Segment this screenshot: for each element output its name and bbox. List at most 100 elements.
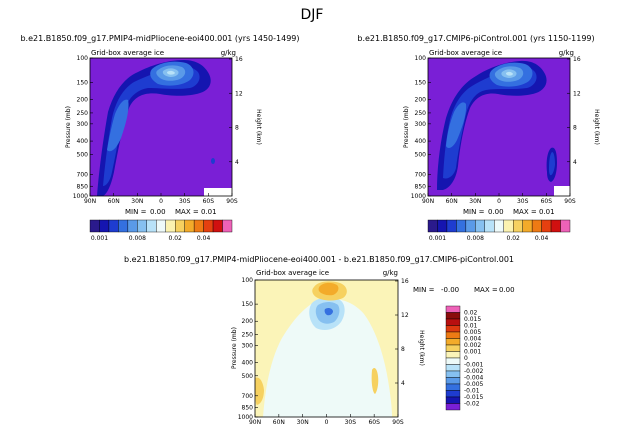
colorbar-swatch	[165, 219, 176, 233]
colorbar-swatch	[203, 219, 214, 233]
panel-1-title: b.e21.B1850.f09_g17.PMIP4-midPliocene-eo…	[20, 34, 299, 43]
height-tick-label: 4	[401, 380, 405, 387]
pressure-tick-label: 500	[242, 373, 254, 380]
colorbar-swatch	[445, 357, 461, 365]
pressure-tick-label: 150	[242, 301, 254, 308]
latitude-tick-label: 90N	[249, 419, 261, 426]
colorbar-swatch	[174, 219, 185, 233]
latitude-tick-label: 60N	[446, 198, 458, 205]
pressure-tick-label: 400	[242, 359, 254, 366]
colorbar-swatch	[445, 377, 461, 385]
panel-1-contour-level-3	[107, 99, 129, 152]
colorbar-swatch	[445, 338, 461, 346]
panel-2-max-label: MAX =	[513, 208, 537, 216]
pressure-tick-label: 1000	[411, 193, 426, 200]
pressure-tick-label: 250	[77, 110, 89, 117]
colorbar-swatch	[137, 219, 147, 233]
colorbar-swatch	[193, 219, 204, 233]
colorbar-swatch	[108, 219, 119, 233]
colorbar-label: 0.02	[464, 310, 478, 317]
latitude-tick-label: 30N	[297, 419, 309, 426]
pressure-tick-label: 200	[242, 318, 254, 325]
panel-3: b.e21.B1850.f09_g17.PMIP4-midPliocene-eo…	[124, 255, 515, 426]
height-tick-label: 8	[401, 346, 405, 353]
panel-2-contour-level-7	[506, 71, 513, 76]
pressure-tick-label: 100	[415, 55, 427, 62]
colorbar-swatch	[531, 219, 542, 233]
panel-1-min-value: 0.00	[150, 208, 166, 216]
height-tick-label: 16	[235, 56, 243, 63]
colorbar-swatch	[445, 390, 461, 398]
colorbar-swatch	[445, 312, 461, 320]
colorbar-swatch	[522, 219, 533, 233]
colorbar-swatch	[445, 344, 461, 352]
colorbar-swatch	[456, 219, 467, 233]
panel-3-axis-labels: 100 150 200 250 300 400 500 700 850 1000 16 12 8 4 90N…	[238, 277, 409, 426]
colorbar-label: -0.002	[464, 368, 484, 375]
height-tick-label: 12	[573, 90, 581, 97]
latitude-tick-label: 30S	[517, 198, 529, 205]
panel-3-ticks	[254, 279, 399, 418]
latitude-tick-label: 0	[159, 198, 163, 205]
latitude-tick-label: 60N	[108, 198, 120, 205]
pressure-tick-label: 700	[242, 393, 254, 400]
latitude-tick-label: 60S	[203, 198, 215, 205]
colorbar-swatch	[445, 396, 461, 404]
panel-2-missing-data-patch	[554, 186, 570, 196]
colorbar-swatch	[427, 219, 438, 233]
panel-3-contour-field	[255, 280, 398, 417]
panel-2: b.e21.B1850.f09_g17.CMIP6-piControl.001 …	[357, 34, 600, 216]
panel-1-units: g/kg	[221, 49, 236, 57]
colorbar-swatch	[89, 219, 100, 233]
colorbar-label: 0.004	[464, 336, 481, 343]
latitude-tick-label: 60S	[541, 198, 553, 205]
panel-2-southern-column-core	[549, 152, 555, 176]
panel-1-contour-spot	[211, 158, 215, 164]
latitude-tick-label: 90N	[422, 198, 434, 205]
latitude-tick-label: 60S	[368, 419, 380, 426]
pressure-tick-label: 300	[415, 121, 427, 128]
panel-2-axis-labels: 100 150 200 250 300 400 500 700 850 1000 16 12 8 4 90N…	[411, 55, 581, 205]
latitude-tick-label: 90S	[392, 419, 404, 426]
colorbar-swatch	[445, 318, 461, 326]
panel-1-missing-data-patch	[204, 188, 232, 196]
colorbar-swatch	[146, 219, 157, 233]
pressure-tick-label: 1000	[238, 414, 253, 421]
panel-2-contour-field	[428, 58, 570, 196]
colorbar-label: 0.015	[464, 316, 481, 323]
height-tick-label: 8	[235, 125, 239, 132]
panel-2-max-value: 0.01	[539, 208, 555, 216]
colorbar-swatch	[184, 219, 195, 233]
height-tick-label: 12	[235, 90, 243, 97]
pressure-tick-label: 250	[242, 332, 254, 339]
colorbar-label: 0.005	[464, 329, 481, 336]
panel-1-pressure-axis-title: Pressure (mb)	[65, 106, 72, 148]
colorbar-label: 0.008	[129, 235, 146, 242]
panel-1-left-label: Grid-box average ice	[91, 49, 164, 57]
pressure-tick-label: 500	[415, 151, 427, 158]
pressure-tick-label: 1000	[73, 193, 88, 200]
colorbar-1: 0.001 0.008 0.02 0.04	[89, 219, 233, 242]
height-tick-label: 16	[573, 56, 581, 63]
panel-2-title: b.e21.B1850.f09_g17.CMIP6-piControl.001 …	[357, 34, 594, 43]
pressure-tick-label: 200	[415, 97, 427, 104]
panel-3-positive-surface	[255, 377, 264, 405]
colorbar-swatch	[541, 219, 552, 233]
colorbar-swatch	[465, 219, 476, 233]
colorbar-swatch	[560, 219, 571, 233]
pressure-tick-label: 500	[77, 151, 89, 158]
colorbar-swatch	[445, 370, 461, 378]
colorbar-label: 0.02	[507, 235, 521, 242]
panel-3-positive-southern	[371, 368, 379, 394]
colorbar-3: 0.020.0150.010.0050.0040.0020.0010-0.001…	[445, 305, 484, 411]
panel-1-contour-level-7	[167, 70, 175, 75]
pressure-tick-label: 250	[415, 110, 427, 117]
colorbar-label: 0	[464, 355, 468, 362]
colorbar-label: 0.02	[169, 235, 183, 242]
colorbar-label: 0.002	[464, 342, 481, 349]
colorbar-label: 0.01	[464, 323, 478, 330]
colorbar-swatch	[494, 219, 504, 233]
panel-3-units: g/kg	[383, 269, 398, 277]
pressure-tick-label: 700	[415, 172, 427, 179]
